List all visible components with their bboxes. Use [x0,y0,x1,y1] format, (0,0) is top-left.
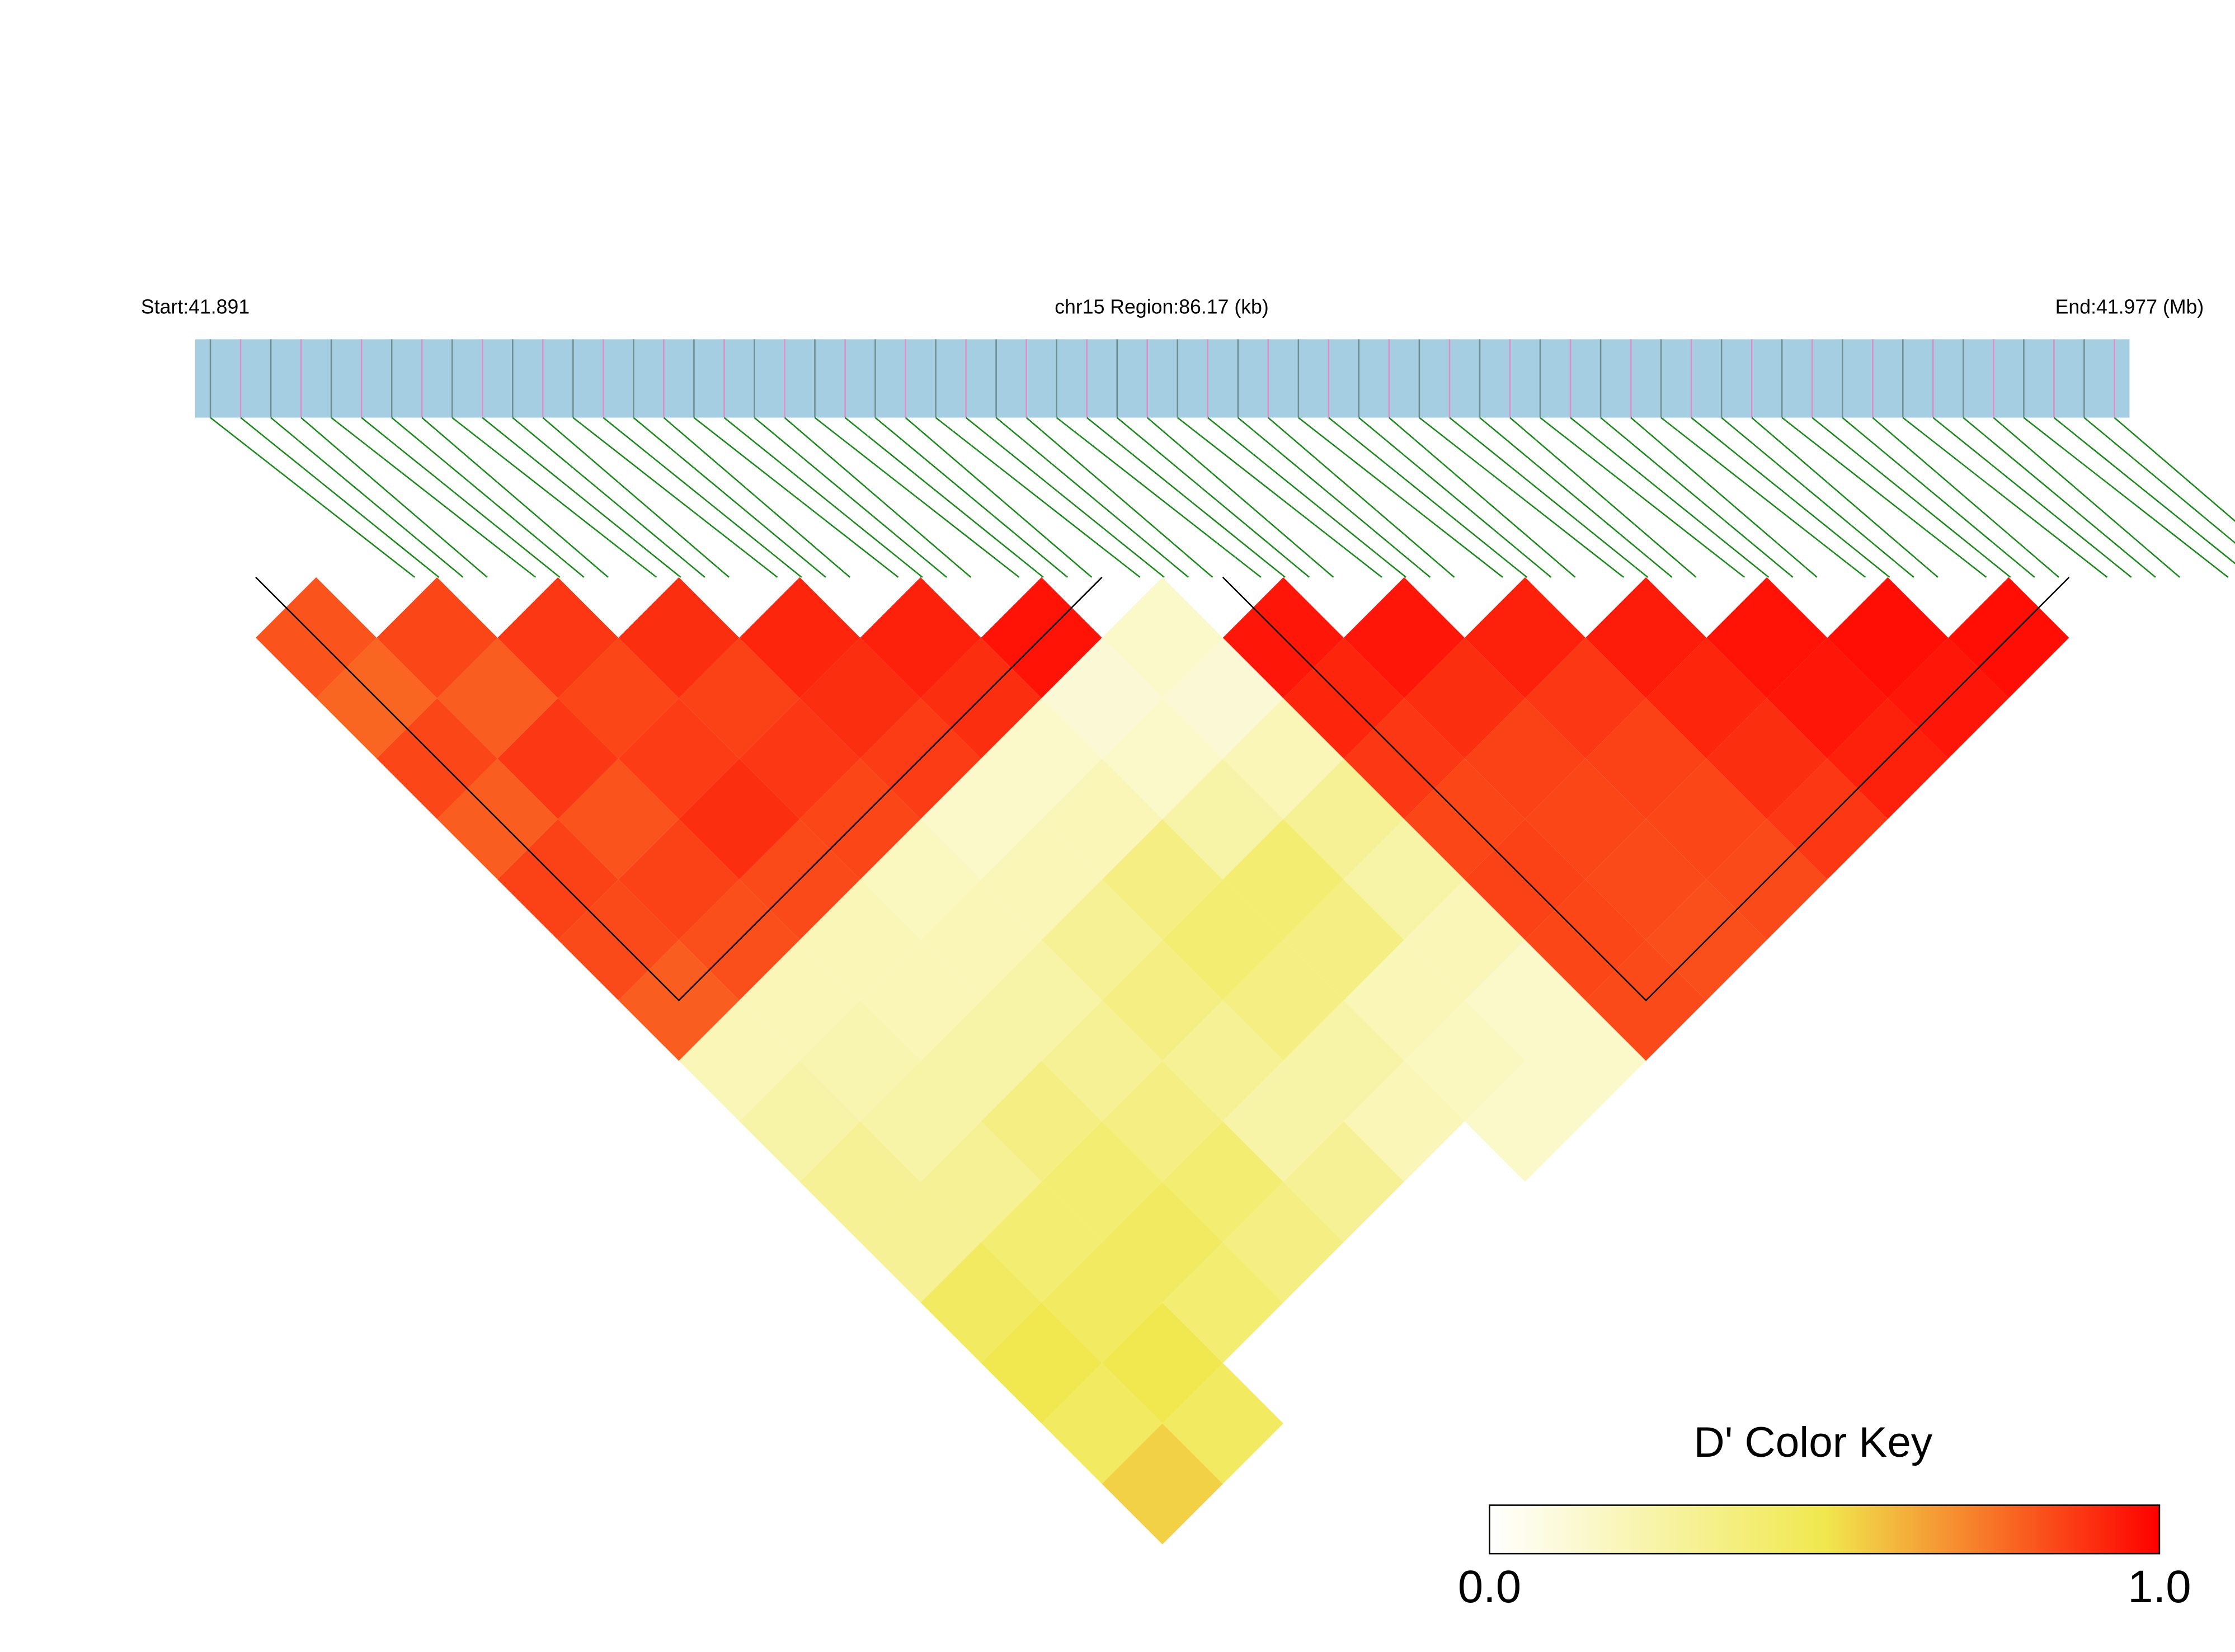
snp-connector [2114,417,2235,523]
ld-cell [1041,1000,1163,1122]
snp-connector [1842,417,2035,578]
snp-connector [1086,417,1286,578]
ld-cell [1041,637,1163,759]
snp-connector [1237,417,1431,578]
snp-connector [1389,417,1576,578]
key-tick-label: 1.0 [2128,1561,2191,1612]
snp-connector [270,417,464,578]
snp-connector [935,417,1141,578]
ld-cell [618,577,740,698]
snp-track [195,339,2130,418]
snp-connector [1268,417,1455,578]
snp-connector [331,417,537,578]
snp-connector [965,417,1165,578]
snp-connector [1116,417,1310,578]
snp-connector [421,417,609,578]
snp-connector [240,417,440,578]
snp-connector [1811,417,2011,578]
snp-connector [482,417,681,578]
block-outline [1222,577,2070,1002]
snp-connector [814,417,1020,578]
snp-connector [844,417,1044,578]
snp-connector [1932,417,2132,578]
snp-connectors [209,339,2235,578]
snp-connector [1902,417,2108,578]
ld-cell [1041,759,1163,880]
snp-connector [451,417,657,578]
snp-connector [1146,417,1334,578]
snp-connector [300,417,488,578]
snp-connector [572,417,778,578]
snp-connector [361,417,561,578]
ld-cell [1041,1121,1163,1242]
snp-connector [1298,417,1503,578]
ld-cell [618,698,740,820]
snp-connector [542,417,730,578]
snp-connector [754,417,947,578]
snp-connector [905,417,1093,578]
snp-connector [512,417,705,578]
snp-connector [1781,417,1987,578]
snp-connector [1570,417,1770,578]
snp-connector [1751,417,1938,578]
ld-cell [1041,1242,1163,1363]
snp-connector [693,417,899,578]
snp-connector [1721,417,1914,578]
snp-connector [1419,417,1624,578]
snp-connector [1025,417,1213,578]
snp-connector [1328,417,1528,578]
snp-connector [1207,417,1407,578]
snp-connector [995,417,1189,578]
snp-connector [874,417,1069,578]
snp-connector [723,417,923,578]
snp-connector [1600,417,1794,578]
snp-connector [1177,417,1382,578]
snp-connector [784,417,972,578]
snp-connector [1691,417,1890,578]
snp-connector [1993,417,2181,578]
snp-connector [1540,417,1745,578]
heatmap [255,577,2070,1545]
snp-connector [1509,417,1697,578]
snp-connector [1872,417,2059,578]
snp-connector [1056,417,1262,578]
snp-connector [1449,417,1649,578]
snp-connector [2023,417,2229,578]
snp-connector [2083,417,2235,544]
snp-connector [1660,417,1866,578]
end-label: End:41.977 (Mb) [2055,296,2204,318]
ld-cell [1102,577,1223,698]
snp-connector [1358,417,1552,578]
snp-connector [633,417,826,578]
snp-connector [1479,417,1673,578]
region-label: chr15 Region:86.17 (kb) [1055,296,1269,318]
key-title: D' Color Key [1694,1419,1933,1466]
snp-connector [210,417,416,578]
block-outline [255,577,1103,1002]
snp-connector [603,417,802,578]
ld-cell [618,819,740,940]
snp-connector [2053,417,2235,564]
key-tick-label: 0.0 [1458,1561,1521,1612]
snp-connector [391,417,585,578]
color-key [1489,1504,2161,1555]
snp-connector [1963,417,2156,578]
snp-connector [663,417,851,578]
start-label: Start:41.891 [141,296,250,318]
ld-cell [1041,879,1163,1001]
snp-connector [1630,417,1818,578]
